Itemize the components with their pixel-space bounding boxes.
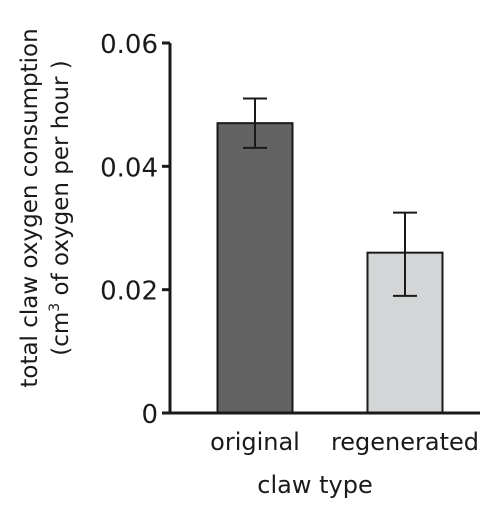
y-axis-title-line2: (cm3 of oxygen per hour ) <box>47 60 74 355</box>
y-axis-title: total claw oxygen consumption (cm3 of ox… <box>17 28 74 387</box>
x-tick-labels: original regenerated <box>210 428 479 456</box>
y-axis-title-unit-suffix: of oxygen per hour ) <box>48 60 74 303</box>
x-tick-label-original: original <box>210 428 300 456</box>
y-tick-label: 0.06 <box>100 30 158 60</box>
y-axis-title-unit-prefix: (cm <box>48 312 74 356</box>
y-tick-label: 0 <box>141 400 158 430</box>
y-tick-label: 0.02 <box>100 277 158 307</box>
y-axis-title-unit-superscript: 3 <box>47 303 63 312</box>
y-axis-title-line1: total claw oxygen consumption <box>17 28 43 387</box>
axes <box>168 43 480 415</box>
x-tick-label-regenerated: regenerated <box>331 428 479 456</box>
error-bars-layer <box>243 97 417 297</box>
y-ticks: 0 0.02 0.04 0.06 <box>100 30 170 430</box>
x-axis-title: claw type <box>257 471 372 499</box>
bar-original <box>216 122 294 415</box>
bars-layer <box>216 122 444 415</box>
y-tick-label: 0.04 <box>100 153 158 183</box>
